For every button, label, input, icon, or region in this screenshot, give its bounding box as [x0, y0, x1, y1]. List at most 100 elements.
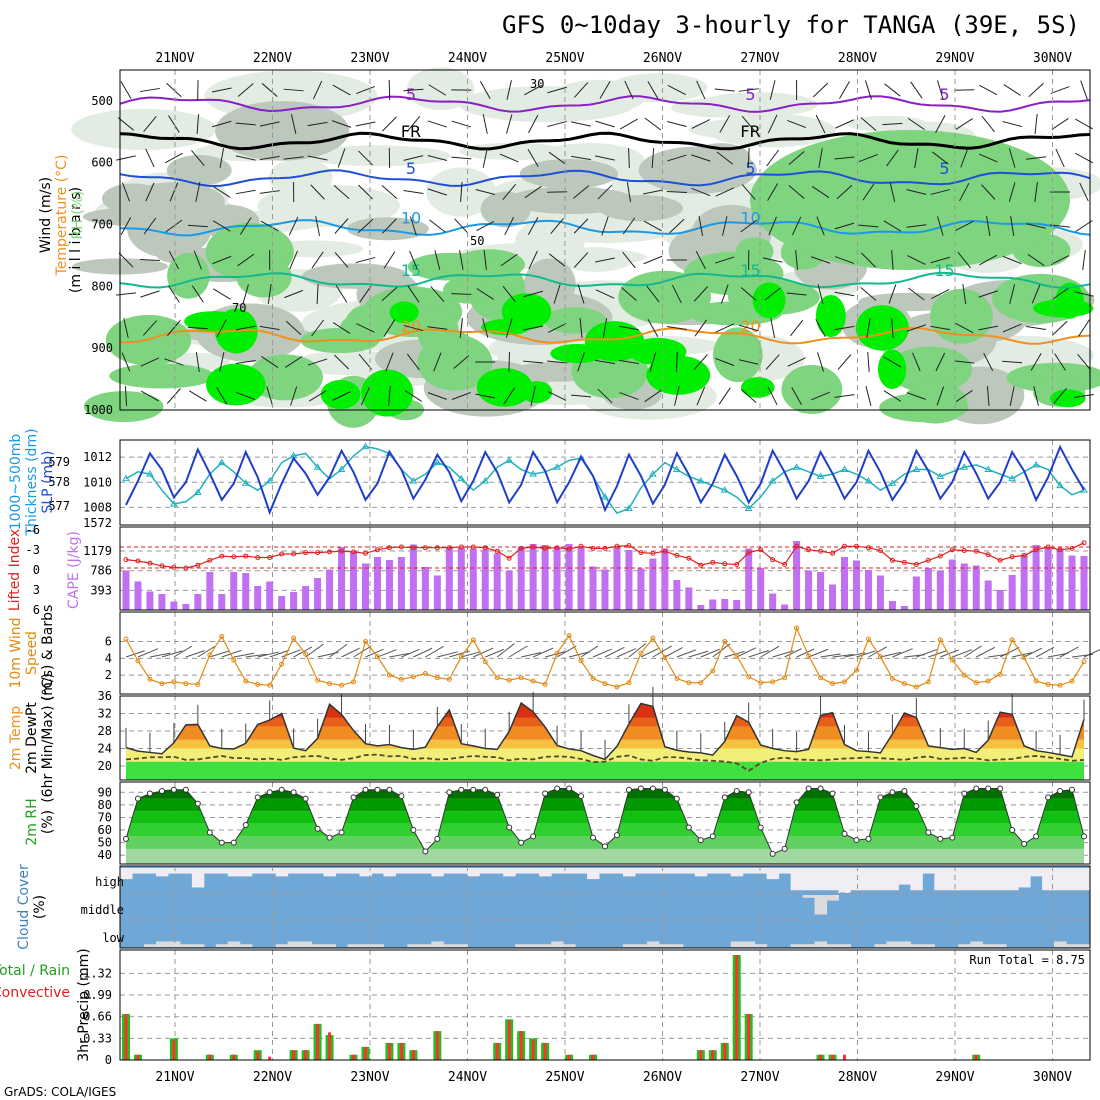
cloud-cover-bar: [419, 944, 432, 947]
cloud-cover-bar: [706, 868, 720, 874]
cape-bar: [1044, 548, 1052, 610]
li-point: [386, 545, 392, 551]
wind-barb: [329, 643, 348, 658]
cloud-cover-bar: [790, 868, 804, 891]
thickness-point: [361, 442, 370, 450]
wind-barb: [675, 351, 678, 373]
wind-barb: [1034, 114, 1038, 134]
wind-barb: [910, 81, 923, 99]
li-point: [339, 548, 345, 554]
li-point: [291, 551, 297, 557]
rh-point: [757, 824, 764, 831]
tick-label: 0.33: [83, 1031, 112, 1045]
wind-speed-point: [590, 676, 596, 682]
wind-barb: [930, 189, 951, 195]
wind-barb: [259, 121, 280, 127]
wind-barb: [834, 325, 855, 331]
cloud-cover-bar: [563, 868, 576, 874]
wind-barb: [907, 255, 926, 265]
rh-point: [362, 786, 369, 793]
li-point: [734, 562, 740, 567]
wind-barb: [740, 219, 758, 233]
wind-barb: [816, 216, 825, 236]
wind-barb: [139, 258, 160, 262]
cloud-cover-bar: [167, 868, 181, 874]
li-point: [482, 545, 488, 551]
wind-barb: [1008, 148, 1016, 168]
thickness-point: [193, 488, 202, 495]
upper-frame: [119, 69, 1091, 411]
cape-bar: [697, 605, 705, 610]
wind-barb: [185, 650, 205, 658]
thickness-point: [984, 465, 993, 473]
wind-barb: [882, 122, 903, 126]
rh-point: [685, 824, 692, 831]
thickness-point: [960, 463, 969, 470]
cloud-cover-bar: [802, 944, 816, 947]
wind-barb: [916, 649, 938, 658]
cloud-cover-bar: [610, 868, 624, 874]
cloud-cover-bar: [539, 944, 552, 947]
wind-barb: [981, 115, 995, 133]
wind-speed-point: [243, 678, 249, 684]
wind-barb: [983, 352, 994, 372]
day-label-top: 21NOV: [155, 51, 194, 66]
rh-region: [683, 251, 784, 296]
wind-barb: [1080, 80, 1088, 100]
li-point: [818, 548, 824, 554]
wind-speed-point: [937, 637, 943, 643]
wind-speed-point: [219, 633, 225, 639]
cloud-cover-bar: [239, 944, 253, 947]
wind-barb: [333, 185, 350, 199]
cloud-cover-bar: [682, 868, 696, 874]
wind-barb: [404, 390, 423, 402]
cloud-cover-bar: [910, 944, 923, 947]
cloud-cover-bar: [515, 944, 528, 947]
wind-barb: [906, 224, 927, 228]
cape-bar: [170, 601, 178, 610]
li-point: [434, 545, 440, 551]
wind-barb: [622, 217, 636, 235]
wind-barb: [861, 252, 876, 268]
cape-panel: 1179 786 393 -6 -3 0 3 6 Lifted Index CAPE (J/kg): [7, 523, 1091, 617]
cloud-cover-bar: [203, 868, 217, 874]
wind10m-panel: 6 4 2 10m WindSpeed(m/s) & Barbs: [8, 605, 1100, 701]
wind-speed-point: [746, 674, 752, 680]
wind-barb: [767, 386, 778, 406]
wind-barb: [621, 287, 637, 301]
cape-bar: [733, 600, 741, 610]
rh-point: [518, 839, 525, 846]
wind-barb: [496, 643, 515, 658]
rh-point: [266, 789, 273, 796]
tick-label: 80: [98, 798, 112, 812]
cloud-cover-bar: [359, 944, 372, 947]
wind-speed-line: [125, 626, 1085, 688]
rh-region: [1049, 389, 1086, 408]
wind-barb: [619, 392, 639, 400]
rh-point: [637, 785, 644, 792]
cloud-cover-bar: [670, 868, 684, 874]
cloud-cover-bar: [479, 868, 492, 874]
isotherm-label: 10: [740, 209, 760, 228]
wind-barb: [955, 220, 974, 232]
wind-barb: [691, 154, 711, 162]
wind-barb: [986, 216, 991, 236]
wind-barb: [815, 318, 826, 338]
wind-speed-point: [710, 668, 716, 674]
wind-barb: [790, 319, 804, 337]
wind-barb: [527, 216, 539, 236]
wind-barb: [788, 185, 805, 199]
wind-speed-point: [446, 676, 452, 682]
day-label-bottom: 29NOV: [935, 1070, 974, 1085]
cape-bar: [745, 548, 753, 610]
isotherm-label: 15: [401, 261, 421, 280]
wind-barb: [461, 651, 481, 658]
wind-barb: [795, 249, 799, 271]
wind-barb: [930, 256, 951, 264]
wind-barb: [482, 148, 488, 168]
wind-barb: [233, 652, 255, 658]
wind-barb: [834, 394, 855, 398]
wind-barb: [762, 257, 783, 263]
